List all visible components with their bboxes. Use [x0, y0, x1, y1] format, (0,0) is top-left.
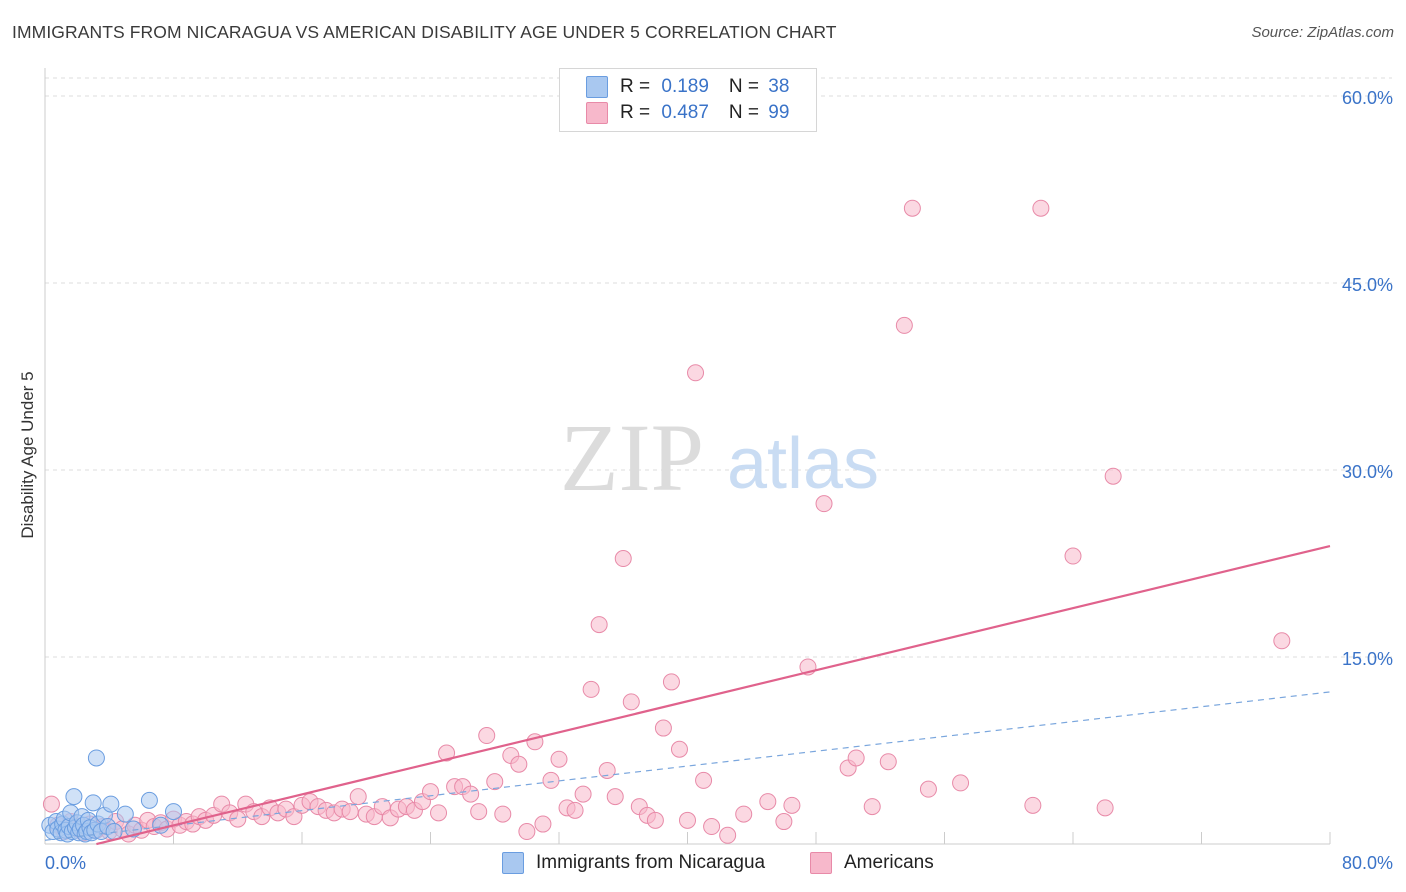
y-tick-label: 45.0%	[1342, 275, 1393, 295]
american-point	[879, 753, 897, 771]
american-point	[1096, 799, 1114, 817]
american-point	[952, 774, 970, 792]
correlation-legend: R = 0.189 N = 38 R = 0.487 N = 99	[559, 68, 817, 132]
n-label: N =	[728, 76, 765, 97]
american-point	[759, 793, 777, 811]
american-point	[438, 744, 456, 762]
american-point	[654, 719, 672, 737]
american-point	[42, 795, 60, 813]
y-axis-label: Disability Age Under 5	[18, 371, 37, 539]
n-value: 38	[768, 76, 790, 97]
nicaragua-point	[105, 823, 123, 841]
r-value: 0.487	[661, 102, 709, 123]
american-point	[815, 495, 833, 513]
nicaragua-point	[102, 795, 120, 813]
r-label: R =	[620, 102, 656, 123]
r-label: R =	[620, 76, 656, 97]
americans-points	[42, 199, 1291, 844]
american-point	[695, 771, 713, 789]
american-point	[486, 773, 504, 791]
r-value: 0.189	[661, 76, 709, 97]
legend-item-americans[interactable]: Americans	[810, 852, 934, 874]
y-tick-label: 60.0%	[1342, 88, 1393, 108]
american-point	[687, 364, 705, 382]
american-point	[598, 761, 616, 779]
american-point	[662, 673, 680, 691]
american-point	[847, 749, 865, 767]
american-point	[494, 805, 512, 823]
nicaragua-point	[87, 749, 105, 767]
watermark-zip: ZIP	[560, 404, 704, 511]
american-point	[735, 805, 753, 823]
american-point	[574, 785, 592, 803]
x-tick-label-max: 80.0%	[1342, 853, 1393, 873]
american-point	[229, 810, 247, 828]
american-point	[478, 727, 496, 745]
american-point	[590, 616, 608, 634]
american-point	[582, 680, 600, 698]
legend-text: R = 0.189 N = 38	[620, 76, 789, 98]
american-point	[566, 801, 584, 819]
american-point	[670, 740, 688, 758]
american-point	[470, 803, 488, 821]
y-tick-label: 30.0%	[1342, 462, 1393, 482]
american-point	[895, 316, 913, 334]
american-point	[510, 755, 528, 773]
american-point	[422, 783, 439, 801]
nicaragua-point	[84, 794, 102, 812]
american-point	[1273, 632, 1291, 650]
legend-swatch-pink	[810, 852, 832, 874]
american-point	[518, 823, 536, 841]
american-point	[430, 804, 448, 822]
american-point	[606, 788, 624, 806]
american-point	[550, 750, 568, 768]
legend-swatch-blue	[586, 76, 608, 98]
american-point	[775, 813, 793, 831]
nicaragua-point	[116, 805, 134, 823]
american-point	[919, 780, 937, 798]
american-point	[1024, 796, 1042, 814]
legend-swatch-pink	[586, 102, 608, 124]
chart-title: IMMIGRANTS FROM NICARAGUA VS AMERICAN DI…	[12, 22, 837, 42]
legend-label: Immigrants from Nicaragua	[536, 852, 766, 873]
american-point	[349, 788, 367, 806]
american-point	[719, 826, 737, 844]
legend-swatch-blue	[502, 852, 524, 874]
american-point	[1064, 547, 1082, 565]
grid-lines	[45, 77, 1392, 658]
american-point	[542, 771, 560, 789]
series-legend: Immigrants from Nicaragua Americans	[0, 850, 1406, 880]
american-point	[462, 785, 480, 803]
american-point	[1104, 467, 1122, 485]
tick-labels: 15.0% 30.0% 45.0% 60.0% 0.0% 80.0%	[45, 88, 1393, 873]
american-point	[863, 798, 881, 816]
y-tick-label: 15.0%	[1342, 649, 1393, 669]
american-point	[783, 796, 801, 814]
watermark-atlas: atlas	[727, 424, 879, 504]
nicaragua-point	[165, 803, 182, 821]
trend-lines	[44, 544, 1331, 846]
american-point	[614, 550, 632, 568]
americans-trend-line	[96, 544, 1331, 846]
american-point	[622, 693, 640, 711]
nicaragua-point	[140, 791, 158, 809]
n-label: N =	[728, 102, 765, 123]
x-tick-label-min: 0.0%	[45, 853, 86, 873]
american-point	[1032, 199, 1050, 217]
american-point	[646, 811, 664, 829]
legend-label: Americans	[844, 852, 934, 873]
legend-item-nicaragua[interactable]: Immigrants from Nicaragua	[502, 852, 765, 874]
n-value: 99	[768, 102, 790, 123]
source-label: Source: ZipAtlas.com	[1251, 24, 1394, 41]
american-point	[703, 818, 721, 836]
american-point	[679, 811, 696, 829]
nicaragua-point	[65, 788, 83, 806]
american-point	[534, 815, 552, 833]
legend-text: R = 0.487 N = 99	[620, 102, 789, 124]
american-point	[903, 199, 921, 217]
